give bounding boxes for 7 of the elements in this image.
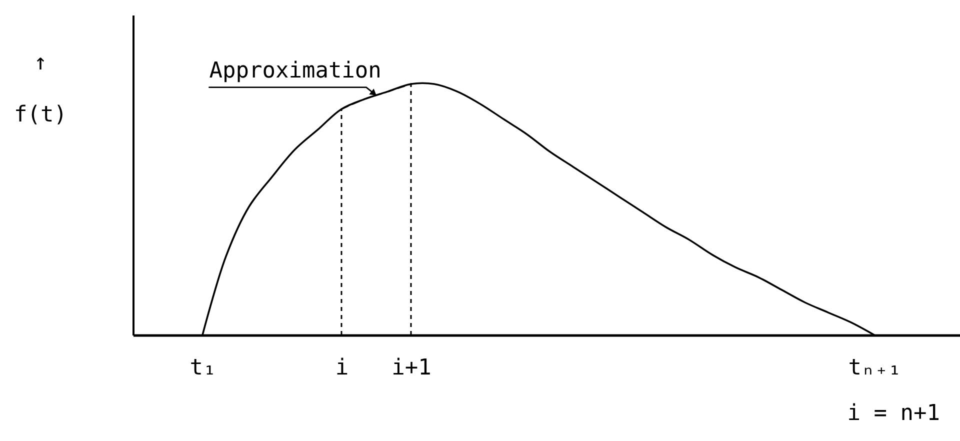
x-tick-label: tₙ₊₁ — [848, 356, 902, 380]
x-tick-label: t₁ — [190, 356, 216, 380]
text: Approximation — [209, 58, 382, 84]
text: ↑ f(t) — [14, 50, 67, 128]
x-tick-label: i — [335, 356, 349, 380]
text: i = n+1 — [847, 401, 940, 426]
x-tick-label: i+1 — [392, 356, 432, 380]
